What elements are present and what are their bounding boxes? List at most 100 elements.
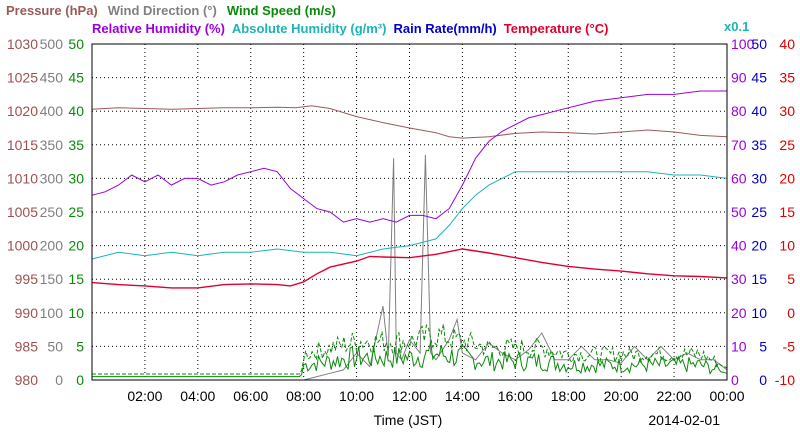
- tick-pressure: 1010: [7, 170, 38, 186]
- legend-entry-wind-speed-m-s: Wind Speed (m/s): [227, 3, 336, 18]
- tick-wind_speed: 30: [68, 170, 84, 186]
- tick-wind_speed: 0: [76, 372, 84, 388]
- tick-temperature: 0: [787, 305, 795, 321]
- tick-wind_speed: 50: [68, 36, 84, 52]
- tick-temperature: -10: [775, 372, 795, 388]
- tick-wind_direction: 0: [55, 372, 63, 388]
- tick-temperature: 15: [779, 204, 795, 220]
- x-tick-label: 10:00: [339, 388, 374, 404]
- tick-humidity: 70: [731, 137, 747, 153]
- tick-humidity: 100: [731, 36, 755, 52]
- tick-pressure: 1025: [7, 70, 38, 86]
- tick-humidity: 20: [731, 305, 747, 321]
- legend-entry-rain-rate-mm-h: Rain Rate(mm/h): [393, 21, 496, 36]
- tick-rain_rate: 30: [751, 170, 767, 186]
- tick-humidity: 30: [731, 271, 747, 287]
- series-pressure-hpa: [91, 105, 728, 139]
- tick-rain_rate: 35: [751, 137, 767, 153]
- tick-temperature: 20: [779, 170, 795, 186]
- series-wind-speed-m-s-mean: [92, 341, 728, 378]
- plot-grid: [92, 44, 727, 380]
- tick-temperature: 25: [779, 137, 795, 153]
- left-axes-ticks: 9809859909951000100510101015102010251030…: [7, 36, 84, 388]
- tick-humidity: 90: [731, 70, 747, 86]
- tick-wind_direction: 400: [40, 103, 64, 119]
- tick-wind_direction: 450: [40, 70, 64, 86]
- tick-rain_rate: 10: [751, 305, 767, 321]
- tick-humidity: 10: [731, 338, 747, 354]
- tick-wind_speed: 10: [68, 305, 84, 321]
- tick-pressure: 1005: [7, 204, 38, 220]
- tick-pressure: 1000: [7, 238, 38, 254]
- tick-pressure: 995: [15, 271, 39, 287]
- legend-row-1: Pressure (hPa) Wind Direction (°) Wind Spe…: [6, 3, 336, 18]
- legend-entry-relative-humidity: Relative Humidity (%): [92, 21, 225, 36]
- x-tick-label: 22:00: [657, 388, 692, 404]
- legend-entry-wind-direction: Wind Direction (°): [108, 3, 217, 18]
- x-tick-label: 14:00: [445, 388, 480, 404]
- tick-rain_rate: 0: [759, 372, 767, 388]
- x-tick-label: 16:00: [498, 388, 533, 404]
- tick-wind_speed: 20: [68, 238, 84, 254]
- plot-frame: [91, 43, 728, 381]
- tick-humidity: 40: [731, 238, 747, 254]
- series-wind-speed-m-s-gust: [92, 323, 728, 375]
- right-axes-ticks: 0102030405060708090100051015202530354045…: [731, 36, 795, 388]
- tick-temperature: 35: [779, 70, 795, 86]
- tick-rain_rate: 50: [751, 36, 767, 52]
- x-tick-label: 20:00: [604, 388, 639, 404]
- tick-wind_speed: 25: [68, 204, 84, 220]
- legend-row-2: Relative Humidity (%) Absolute Humidity (…: [92, 21, 608, 36]
- tick-pressure: 980: [15, 372, 39, 388]
- tick-wind_direction: 350: [40, 137, 64, 153]
- tick-wind_speed: 35: [68, 137, 84, 153]
- tick-humidity: 50: [731, 204, 747, 220]
- tick-wind_direction: 100: [40, 305, 64, 321]
- tick-rain_rate: 20: [751, 238, 767, 254]
- date-label: 2014-02-01: [648, 412, 720, 428]
- tick-rain_rate: 15: [751, 271, 767, 287]
- series-relative-humidity: [91, 90, 727, 223]
- tick-humidity: 0: [731, 372, 739, 388]
- x-tick-label: 08:00: [286, 388, 321, 404]
- x-tick-label: 12:00: [392, 388, 427, 404]
- x-tick-label: 06:00: [233, 388, 268, 404]
- tick-wind_speed: 40: [68, 103, 84, 119]
- legend-entry-absolute-humidity-g-m: Absolute Humidity (g/m³): [232, 21, 387, 36]
- tick-pressure: 985: [15, 338, 39, 354]
- tick-wind_speed: 5: [76, 338, 84, 354]
- tick-wind_direction: 150: [40, 271, 64, 287]
- tick-rain_rate: 40: [751, 103, 767, 119]
- series-absolute-humidity-g-m: [91, 171, 728, 260]
- tick-humidity: 80: [731, 103, 747, 119]
- tick-wind_direction: 500: [40, 36, 64, 52]
- tick-rain_rate: 25: [751, 204, 767, 220]
- tick-wind_direction: 50: [47, 338, 63, 354]
- x-axis-ticks: 02:00 04:00 06:00 08:00 10:00 12:00 14:00 16:00…: [127, 388, 744, 404]
- x-tick-label: 00:00: [709, 388, 744, 404]
- legend-entry-pressure-hpa: Pressure (hPa): [6, 3, 98, 18]
- x-axis-label: Time (JST): [374, 412, 443, 428]
- tick-wind_direction: 250: [40, 204, 64, 220]
- tick-temperature: 30: [779, 103, 795, 119]
- tick-wind_speed: 15: [68, 271, 84, 287]
- tick-pressure: 1030: [7, 36, 38, 52]
- tick-temperature: -5: [783, 338, 796, 354]
- tick-pressure: 1020: [7, 103, 38, 119]
- tick-temperature: 5: [787, 271, 795, 287]
- tick-pressure: 990: [15, 305, 39, 321]
- tick-rain_rate: 45: [751, 70, 767, 86]
- tick-pressure: 1015: [7, 137, 38, 153]
- tick-temperature: 40: [779, 36, 795, 52]
- tick-wind_direction: 200: [40, 238, 64, 254]
- legend-entry-temperature-c: Temperature (°C): [504, 21, 609, 36]
- tick-humidity: 60: [731, 170, 747, 186]
- tick-rain_rate: 5: [759, 338, 767, 354]
- tick-temperature: 10: [779, 238, 795, 254]
- x-tick-label: 02:00: [127, 388, 162, 404]
- tick-wind_direction: 300: [40, 170, 64, 186]
- x-tick-label: 04:00: [180, 388, 215, 404]
- x-tick-label: 18:00: [551, 388, 586, 404]
- multiplier-label: x0.1: [724, 19, 749, 34]
